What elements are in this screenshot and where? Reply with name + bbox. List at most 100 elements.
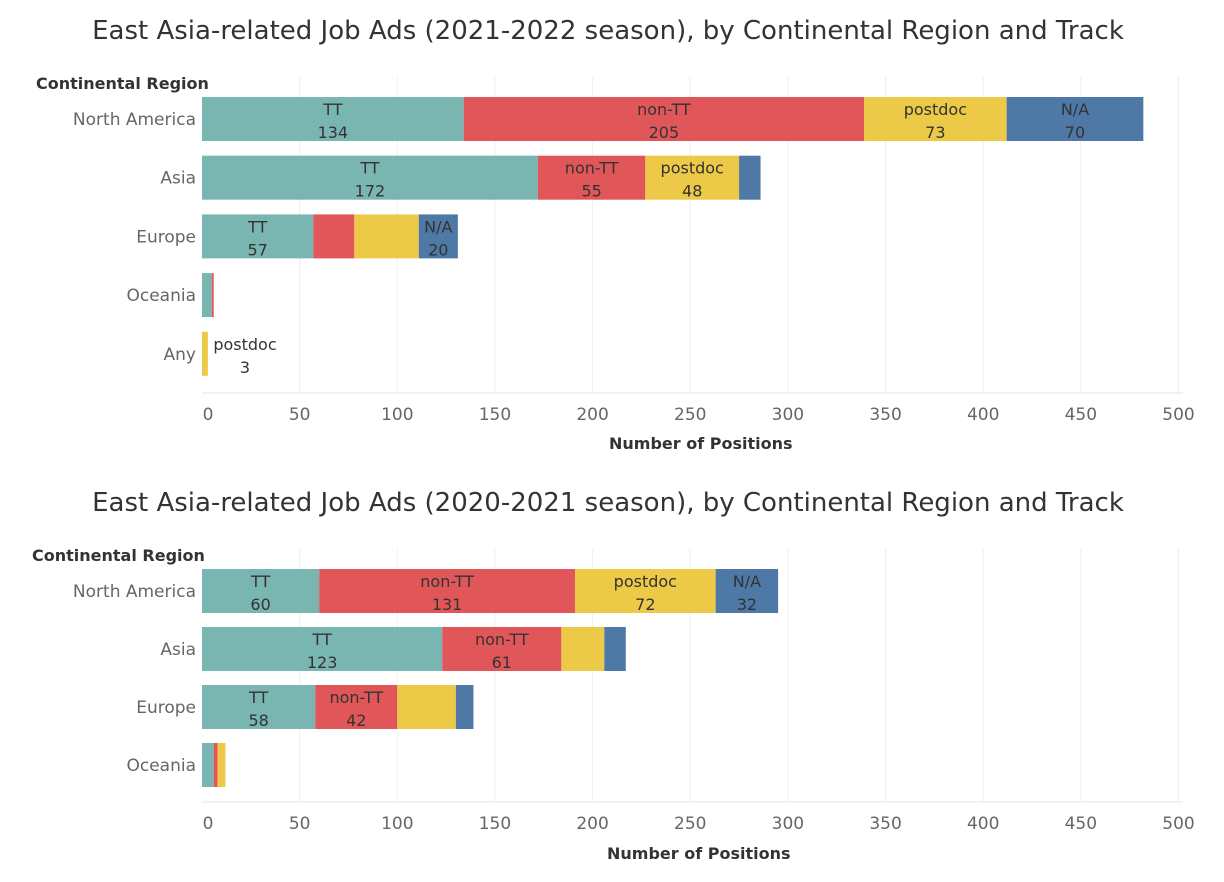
x-tick-label: 200 xyxy=(576,814,608,834)
segment-value-label: 42 xyxy=(346,711,366,730)
x-tick-label: 450 xyxy=(1065,814,1097,834)
bar-segment xyxy=(397,685,456,729)
segment-track-label: TT xyxy=(248,688,268,707)
bar-segment xyxy=(739,155,761,200)
bar-segment xyxy=(217,743,226,787)
segment-value-label: 55 xyxy=(581,182,601,201)
segment-track-label: N/A xyxy=(733,572,761,591)
bar-segment xyxy=(202,685,316,729)
segment-track-label: TT xyxy=(311,630,331,649)
bar-segment xyxy=(561,627,605,671)
bar-segment xyxy=(442,627,562,671)
segment-track-label: TT xyxy=(359,159,379,178)
segment-track-label: postdoc xyxy=(904,100,967,119)
segment-track-label: postdoc xyxy=(661,159,724,178)
bar-segment xyxy=(202,155,538,200)
x-tick-label: 400 xyxy=(967,405,999,425)
x-tick-label: 100 xyxy=(381,405,413,425)
bar-segment xyxy=(202,214,314,259)
bar-segment xyxy=(455,685,474,729)
stacked-bar-chart: 0 50 100 150 200 250 300 350 400 450 500 North Amer… xyxy=(73,77,1195,425)
x-tick-label: 150 xyxy=(479,814,511,834)
stacked-bar-chart: 0 50 100 150 200 250 300 350 400 450 500 North Amer… xyxy=(73,549,1195,834)
segment-value-label: 73 xyxy=(925,123,945,142)
category-label: Europe xyxy=(136,227,196,247)
x-tick-label: 0 xyxy=(203,405,214,425)
segment-track-label: N/A xyxy=(424,217,452,236)
segment-value-label: 123 xyxy=(307,653,338,672)
x-tick-label: 350 xyxy=(869,405,901,425)
bar-segment xyxy=(211,273,214,318)
bar-segment xyxy=(213,743,218,787)
x-tick-label: 150 xyxy=(479,405,511,425)
segment-value-label: 172 xyxy=(355,182,386,201)
segment-track-label: non-TT xyxy=(637,100,691,119)
bar-segment xyxy=(604,627,626,671)
segment-value-label: 57 xyxy=(247,240,267,259)
bar-segment xyxy=(315,685,398,729)
bar-segment xyxy=(537,155,646,200)
x-axis-title: Number of Positions xyxy=(609,434,793,453)
segment-track-label: non-TT xyxy=(475,630,529,649)
segment-value-label: 205 xyxy=(649,123,680,142)
x-tick-label: 350 xyxy=(869,814,901,834)
x-tick-label: 50 xyxy=(289,814,311,834)
category-label: Europe xyxy=(136,698,196,718)
segment-value-label: 72 xyxy=(635,595,655,614)
x-tick-label: 250 xyxy=(674,405,706,425)
row-header: Continental Region xyxy=(32,546,205,565)
bar-segment xyxy=(418,214,458,259)
bar-segment xyxy=(354,214,419,259)
category-label: Asia xyxy=(160,169,196,189)
bar-segment xyxy=(1006,97,1144,141)
x-tick-label: 300 xyxy=(772,405,804,425)
segment-track-label: non-TT xyxy=(329,688,383,707)
bar-segment xyxy=(202,743,214,787)
bar-segment xyxy=(202,569,320,613)
bar-segment xyxy=(313,214,355,259)
x-tick-label: 400 xyxy=(967,814,999,834)
segment-value-label: 131 xyxy=(432,595,463,614)
row-header: Continental Region xyxy=(36,74,209,93)
segment-track-label: TT xyxy=(322,100,342,119)
segment-value-label: 60 xyxy=(250,595,270,614)
segment-track-label: non-TT xyxy=(565,159,619,178)
chart-title: East Asia-related Job Ads (2021-2022 sea… xyxy=(92,16,1124,46)
segment-value-label: 61 xyxy=(492,653,512,672)
category-label: Oceania xyxy=(126,756,196,776)
bar-segment xyxy=(202,97,464,141)
x-tick-label: 100 xyxy=(381,814,413,834)
bar-segment xyxy=(864,97,1007,141)
bar-segment xyxy=(575,569,716,613)
bar-segment xyxy=(202,331,208,376)
bar-segment xyxy=(202,627,443,671)
x-axis-title: Number of Positions xyxy=(607,844,791,863)
segment-track-label: postdoc xyxy=(614,572,677,591)
category-label: Asia xyxy=(160,640,196,660)
segment-track-label: non-TT xyxy=(420,572,474,591)
bar-segment xyxy=(463,97,865,141)
segment-value-label: 48 xyxy=(682,182,702,201)
chart-title: East Asia-related Job Ads (2020-2021 sea… xyxy=(92,488,1124,518)
x-tick-label: 0 xyxy=(203,814,214,834)
segment-value-label: 32 xyxy=(737,595,757,614)
bar-segment xyxy=(645,155,740,200)
x-tick-label: 50 xyxy=(289,405,311,425)
segment-track-label: N/A xyxy=(1061,100,1089,119)
segment-track-label: postdoc xyxy=(213,335,276,354)
category-label: Oceania xyxy=(126,286,196,306)
category-label: North America xyxy=(73,582,196,602)
x-tick-label: 450 xyxy=(1065,405,1097,425)
segment-track-label: TT xyxy=(247,217,267,236)
segment-value-label: 70 xyxy=(1065,123,1085,142)
x-tick-label: 500 xyxy=(1162,814,1194,834)
bar-segment xyxy=(202,273,212,318)
x-tick-label: 500 xyxy=(1162,405,1194,425)
segment-value-label: 134 xyxy=(318,123,349,142)
segment-value-label: 20 xyxy=(428,240,448,259)
category-label: Any xyxy=(164,345,196,365)
bar-segment xyxy=(715,569,779,613)
x-tick-label: 300 xyxy=(772,814,804,834)
segment-value-label: 3 xyxy=(240,358,250,377)
segment-track-label: TT xyxy=(250,572,270,591)
